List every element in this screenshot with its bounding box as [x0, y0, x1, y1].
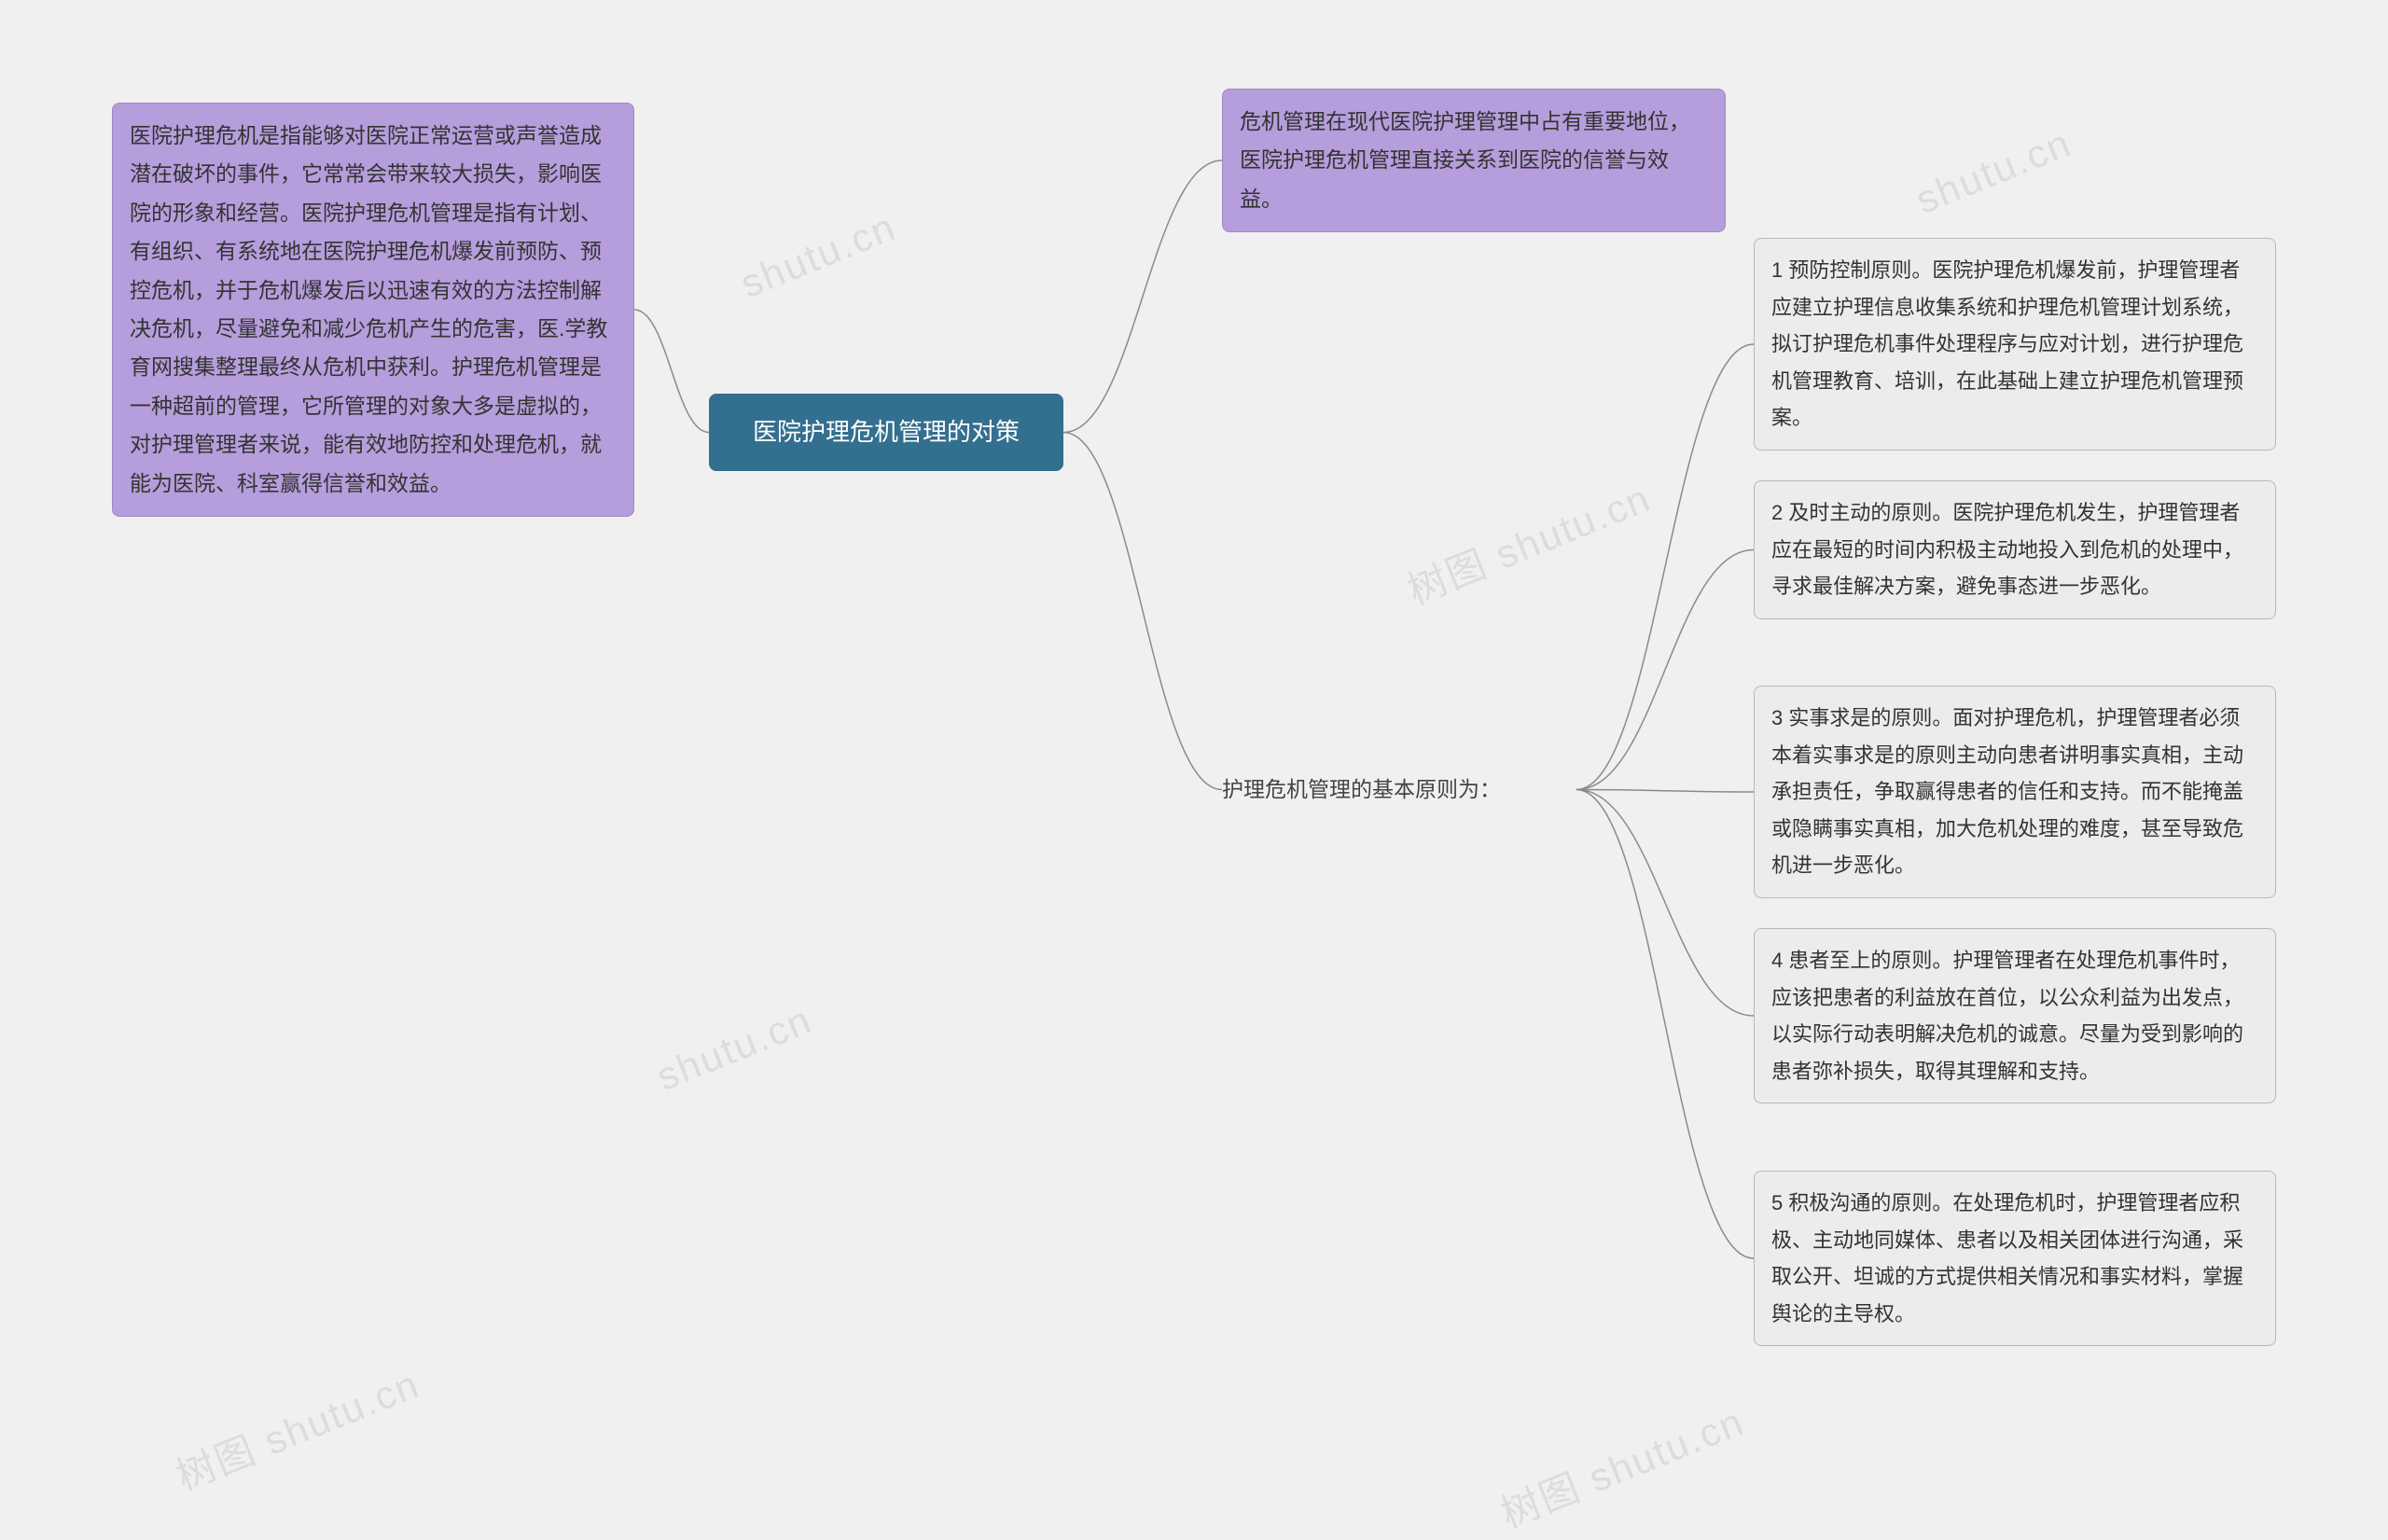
connector — [1576, 550, 1754, 790]
watermark: shutu.cn — [734, 204, 902, 307]
node-principle-1: 1 预防控制原则。医院护理危机爆发前，护理管理者应建立护理信息收集系统和护理危机… — [1754, 238, 2276, 451]
node-principle-3: 3 实事求是的原则。面对护理危机，护理管理者必须本着实事求是的原则主动向患者讲明… — [1754, 686, 2276, 898]
connector — [1576, 344, 1754, 790]
node-importance: 危机管理在现代医院护理管理中占有重要地位，医院护理危机管理直接关系到医院的信誉与… — [1222, 89, 1726, 232]
connector — [1063, 433, 1222, 790]
watermark: 树图 shutu.cn — [167, 1353, 427, 1502]
watermark: 树图 shutu.cn — [1398, 466, 1659, 616]
connector — [634, 310, 709, 433]
connector — [1063, 160, 1222, 433]
watermark: shutu.cn — [650, 997, 818, 1100]
node-principle-5: 5 积极沟通的原则。在处理危机时，护理管理者应积极、主动地同媒体、患者以及相关团… — [1754, 1171, 2276, 1346]
node-principles-label: 护理危机管理的基本原则为： — [1222, 767, 1576, 812]
node-root-title: 医院护理危机管理的对策 — [709, 394, 1063, 471]
watermark: shutu.cn — [1909, 120, 2077, 223]
connector — [1576, 790, 1754, 1017]
connector — [1576, 790, 1754, 793]
node-intro-definition: 医院护理危机是指能够对医院正常运营或声誉造成潜在破坏的事件，它常常会带来较大损失… — [112, 103, 634, 517]
watermark: 树图 shutu.cn — [1492, 1390, 1752, 1539]
mindmap-canvas: 医院护理危机是指能够对医院正常运营或声誉造成潜在破坏的事件，它常常会带来较大损失… — [0, 0, 2388, 1516]
node-principle-4: 4 患者至上的原则。护理管理者在处理危机事件时，应该把患者的利益放在首位，以公众… — [1754, 928, 2276, 1103]
connector — [1576, 790, 1754, 1259]
node-principle-2: 2 及时主动的原则。医院护理危机发生，护理管理者应在最短的时间内积极主动地投入到… — [1754, 480, 2276, 619]
